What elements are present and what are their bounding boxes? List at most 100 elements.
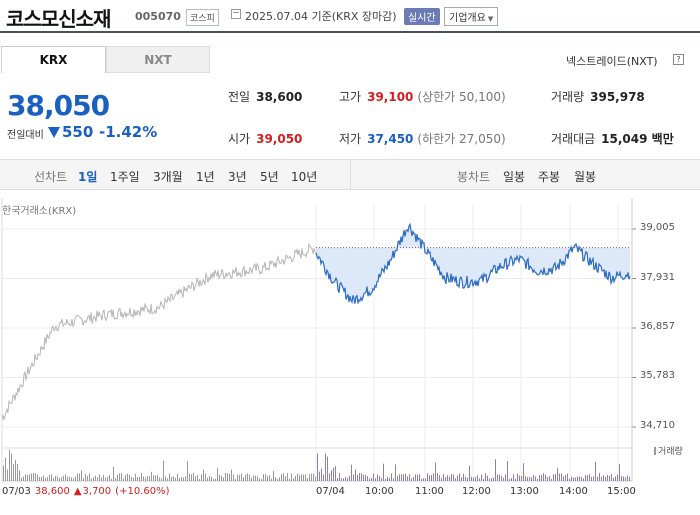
volume-bar [569,478,570,481]
period-bar: 선차트 1일 1주일 3개월 1년 3년 5년 10년 봉차트 일봉 주봉 월봉 [0,159,700,190]
volume-bar [419,474,420,481]
volume-bar [391,473,392,481]
y-tick: 39,005 [640,222,675,233]
volume-bar [117,474,118,481]
volume-bar [597,476,598,481]
volume-bar [599,473,600,481]
tab-nxt[interactable]: NXT [106,46,210,73]
stat-value: 39,100 [367,90,414,104]
volume-bar [423,478,424,481]
volume-bar [129,474,130,481]
candle-daily[interactable]: 일봉 [503,170,526,184]
volume-bar [417,474,418,481]
period-1y[interactable]: 1년 [196,170,215,184]
volume-bar [133,477,134,481]
volume-bar [431,475,432,481]
volume-bar [307,478,308,481]
period-3m[interactable]: 3개월 [153,170,183,184]
change-percent: -1.42% [99,123,158,141]
volume-bar [447,475,448,481]
volume-bar [291,473,292,481]
volume-bar [223,477,224,481]
volume-bar [471,476,472,481]
volume-bar [127,473,128,481]
volume-bar [149,475,150,481]
volume-bar [511,477,512,481]
volume-bar [171,476,172,481]
volume-bar [583,478,584,481]
stat-label: 시가 [228,132,251,146]
volume-bar [339,473,340,481]
realtime-button[interactable]: 실시간 [404,8,440,25]
volume-bar [231,469,232,481]
today-line [315,222,631,305]
volume-bar [163,460,164,481]
volume-bar [579,476,580,481]
divider [350,160,351,190]
volume-bar [313,473,314,481]
price-chart[interactable] [0,198,700,488]
help-icon[interactable]: ? [673,54,684,65]
volume-bar [305,474,306,481]
volume-bar [337,478,338,481]
candle-monthly[interactable]: 월봉 [574,170,597,184]
period-5y[interactable]: 5년 [260,170,279,184]
prev-change-pct: (+10.60%) [115,486,170,497]
volume-bar [517,473,518,481]
volume-bar [27,474,28,481]
volume-bar [281,474,282,481]
tab-krx[interactable]: KRX [1,46,106,73]
period-10y[interactable]: 10년 [291,170,318,184]
volume-bar [35,473,36,481]
volume-bar [13,464,14,481]
up-arrow-icon: ▲ [73,486,82,497]
volume-bar [331,470,332,481]
volume-bar [99,474,100,481]
volume-bar [565,475,566,481]
volume-bar [519,475,520,481]
volume-bar [239,474,240,481]
volume-bar [549,476,550,481]
volume-bar [537,478,538,481]
volume-bar [77,473,78,481]
volume-bar [515,478,516,481]
volume-bar [613,478,614,481]
volume-bar [111,478,112,481]
stock-name: 코스모신소재 [6,7,111,31]
volume-bar [161,478,162,481]
volume-bar [201,474,202,481]
volume-bar [473,477,474,481]
volume-bar [317,453,318,481]
volume-bar [65,474,66,481]
volume-bar [159,477,160,481]
line-chart-label: 선차트 [34,170,68,184]
candle-weekly[interactable]: 주봉 [538,170,561,184]
stat-value: 38,600 [256,90,303,104]
x-tick: 12:00 [462,486,491,497]
current-price: 38,050 [7,89,110,122]
volume-bar [315,476,316,481]
period-3y[interactable]: 3년 [228,170,247,184]
volume-bar [323,474,324,481]
volume-bar [591,476,592,481]
volume-bar [361,473,362,481]
stat-label: 전일 [228,90,251,104]
period-1w[interactable]: 1주일 [110,170,140,184]
company-info-dropdown[interactable]: 기업개요 ▼ [444,7,499,26]
volume-bar [179,478,180,481]
volume-bar [311,473,312,481]
volume-bar [509,478,510,481]
volume-bar [467,477,468,481]
period-1d[interactable]: 1일 [78,170,98,184]
volume-bar [373,473,374,481]
volume-bar [79,473,80,481]
y-tick: 34,710 [640,420,675,431]
volume-bar [621,476,622,481]
volume-bar [327,456,328,481]
x-tick: 11:00 [415,486,444,497]
volume-bar [523,463,524,481]
volume-bar [453,474,454,481]
volume-bar [31,473,32,481]
volume-bar [627,475,628,481]
nxt-trade-label: 넥스트레이드(NXT) [566,55,658,68]
